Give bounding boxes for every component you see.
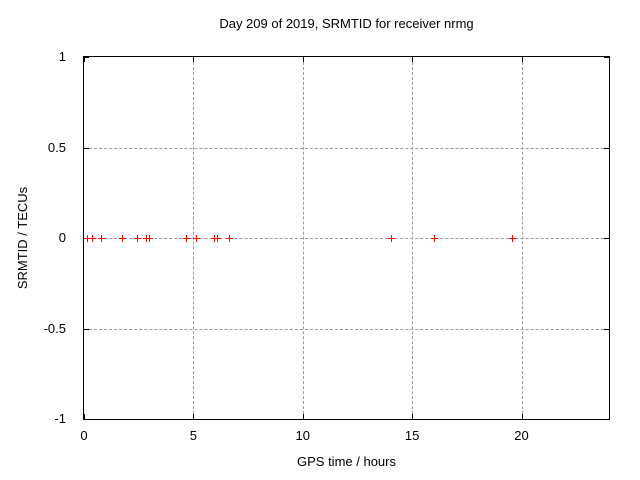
x-tick-bottom: [84, 414, 85, 419]
data-point-marker: [183, 234, 191, 242]
x-tick-bottom: [412, 414, 414, 419]
y-tick-right: [604, 147, 609, 149]
data-point-marker: [146, 234, 154, 242]
x-tick-top: [84, 57, 85, 62]
x-tick-label: 20: [514, 428, 529, 443]
data-point-marker: [213, 234, 221, 242]
y-tick-left: [84, 147, 89, 149]
chart-title: Day 209 of 2019, SRMTID for receiver nrm…: [219, 16, 474, 31]
data-point-marker: [83, 234, 91, 242]
y-tick-label: -0.5: [43, 320, 66, 336]
x-tick-bottom: [193, 414, 195, 419]
data-point-marker: [118, 234, 126, 242]
x-tick-top: [302, 57, 304, 62]
x-tick-label: 0: [80, 428, 88, 443]
x-axis-label: GPS time / hours: [297, 454, 396, 469]
y-tick-left: [84, 419, 89, 420]
data-point-marker: [98, 234, 105, 242]
y-tick-label: -1: [54, 411, 66, 426]
data-point-marker: [89, 234, 97, 242]
y-tick-right: [604, 238, 609, 239]
y-tick-right: [604, 419, 609, 420]
data-point-marker: [509, 234, 517, 242]
y-tick-left: [84, 238, 89, 239]
grid-hline: [84, 147, 609, 149]
x-tick-label: 15: [404, 428, 420, 443]
y-tick-left: [84, 328, 89, 330]
y-tick-label: 1: [58, 49, 66, 64]
y-tick-right: [604, 328, 609, 330]
data-point-marker: [387, 234, 395, 242]
x-tick-label: 5: [189, 428, 197, 443]
plot-area: [83, 56, 610, 420]
y-tick-label: 0: [58, 230, 66, 245]
x-tick-top: [412, 57, 414, 62]
data-point-marker: [134, 234, 142, 242]
x-tick-top: [193, 57, 195, 62]
y-tick-left: [84, 57, 89, 58]
x-tick-bottom: [521, 414, 523, 419]
x-tick-label: 10: [295, 428, 310, 443]
y-tick-right: [604, 57, 609, 58]
x-tick-bottom: [302, 414, 304, 419]
grid-hline: [84, 328, 609, 330]
data-point-marker: [193, 234, 201, 242]
grid-hline: [84, 238, 609, 239]
data-point-marker: [225, 234, 233, 242]
x-tick-top: [521, 57, 523, 62]
y-tick-label: 0.5: [47, 139, 66, 155]
data-point-marker: [430, 234, 438, 242]
